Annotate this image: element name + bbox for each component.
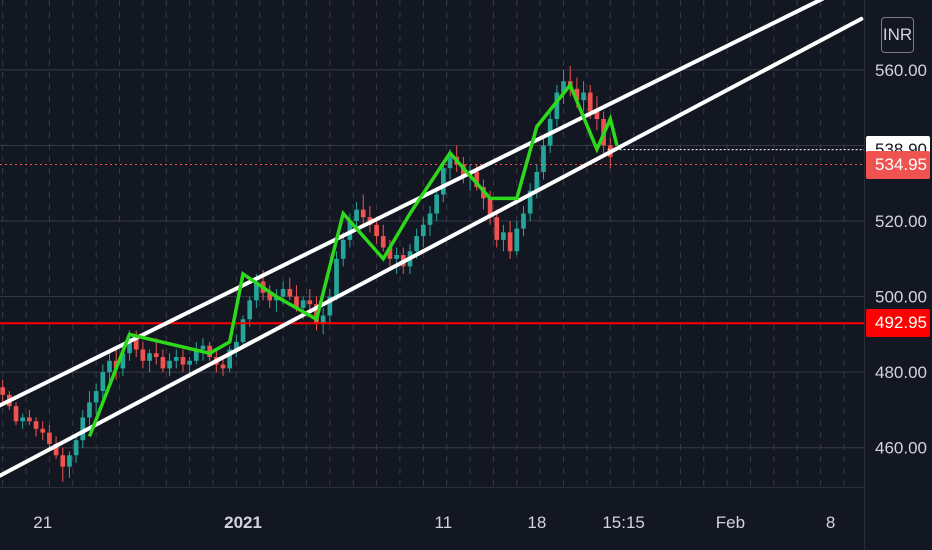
candle-body [360, 209, 366, 218]
candle-body [561, 81, 566, 93]
candle-body [394, 255, 399, 259]
drawing-overlays [0, 0, 864, 478]
candle-body [133, 338, 139, 350]
currency-button[interactable]: INR [881, 17, 914, 53]
y-tick-label: 500.00 [875, 288, 927, 307]
candle-body [374, 224, 379, 237]
candle-body [507, 232, 513, 252]
candle-body [0, 387, 6, 395]
candle-body [521, 213, 526, 229]
candle-body [13, 406, 19, 422]
candle-body [140, 349, 146, 361]
candle-body [287, 289, 293, 297]
candle-body [20, 417, 26, 422]
channel-lower-line [0, 16, 864, 478]
candle-body [200, 345, 206, 350]
candle-body [354, 209, 359, 222]
candle-body [494, 217, 500, 240]
candle-body [427, 213, 433, 225]
candle-body [100, 372, 106, 392]
candle-body [340, 239, 346, 259]
candle-body [60, 455, 66, 467]
candle-body [167, 360, 172, 369]
candle-body [147, 353, 152, 361]
y-tick-label: 460.00 [875, 439, 927, 458]
candle-body [594, 111, 600, 120]
candle-body [87, 402, 92, 418]
candle-body [127, 338, 132, 354]
price-tag-current: 534.95 [866, 150, 930, 179]
candle-body [267, 292, 273, 301]
candle-body [193, 349, 199, 361]
candle-body [153, 353, 159, 358]
candle-body [247, 300, 253, 320]
candle-body [414, 236, 419, 252]
x-tick-label: Feb [716, 513, 745, 532]
candle-body [327, 296, 333, 316]
candle-body [307, 300, 313, 305]
candle-body [574, 88, 580, 101]
candle-body [434, 194, 440, 214]
candle-body [80, 417, 86, 441]
candle-body [254, 281, 259, 301]
y-tick-label: 520.00 [875, 212, 927, 231]
candle-body [541, 145, 546, 172]
candle-body [33, 421, 39, 429]
candle-body [334, 258, 339, 297]
price-tag-support: 492.95 [866, 309, 930, 338]
candle-body [187, 360, 192, 365]
candle-body [534, 171, 540, 191]
candle-body [320, 315, 326, 324]
candle-body [280, 289, 286, 297]
candle-body [93, 391, 99, 403]
candle-body [501, 232, 506, 240]
x-tick-label: 8 [826, 513, 835, 532]
candle-body [447, 156, 453, 169]
candle-body [387, 247, 393, 259]
candle-body [240, 319, 246, 342]
candle-body [300, 300, 306, 308]
candle-body [47, 432, 52, 444]
candle-body [234, 341, 239, 350]
y-tick-label: 480.00 [875, 363, 927, 382]
candle-body [160, 357, 166, 369]
candle-body [587, 92, 593, 112]
candle-body [27, 417, 32, 422]
candle-body [554, 92, 560, 120]
candle-body [527, 190, 533, 214]
x-tick-label: 21 [33, 513, 52, 532]
candle-body [73, 440, 79, 456]
candle-body [180, 357, 186, 365]
candle-body [380, 236, 386, 248]
x-tick-label: 18 [527, 513, 546, 532]
x-tick-label: 15:15 [602, 513, 645, 532]
y-tick-label: 560.00 [875, 61, 927, 80]
candle-body [227, 349, 233, 369]
candle-body [67, 455, 72, 467]
candle-body [581, 92, 586, 101]
candle-body [40, 428, 46, 433]
candle-body [220, 364, 226, 369]
x-tick-label: 2021 [224, 513, 262, 532]
candle-body [173, 357, 179, 361]
zigzag-line [87, 81, 619, 438]
candle-body [441, 168, 446, 195]
candle-body [53, 443, 59, 456]
candle-body [514, 228, 520, 252]
candle-body [487, 198, 493, 218]
candle-body [294, 296, 299, 308]
candle-body [120, 353, 126, 369]
candle-body [474, 171, 480, 188]
candle-body [107, 360, 112, 373]
x-tick-label: 11 [435, 513, 453, 532]
candle-body [420, 224, 426, 237]
